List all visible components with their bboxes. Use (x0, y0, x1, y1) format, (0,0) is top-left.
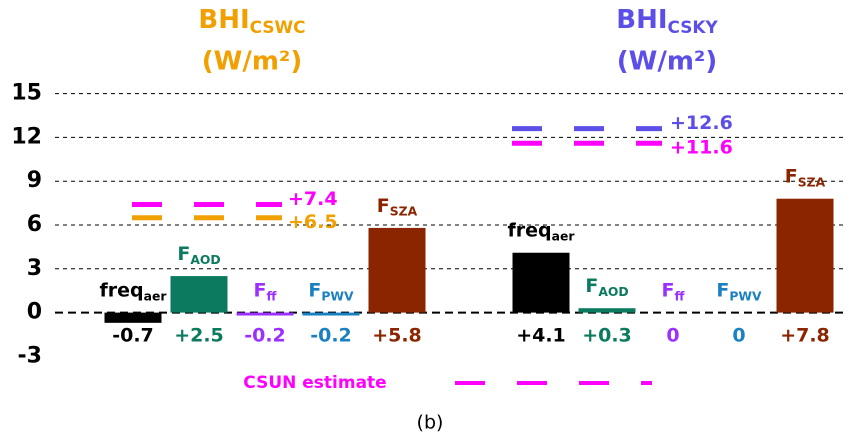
y-tick-label: 15 (11, 81, 42, 106)
category-label: FAOD (177, 243, 220, 267)
category-label-sub: AOD (598, 284, 628, 298)
bar (578, 308, 636, 313)
category-label-sub: aer (144, 289, 168, 303)
y-tick-label: 0 (27, 300, 42, 325)
category-label-main: F (716, 279, 729, 301)
y-tick-label: 9 (27, 168, 42, 193)
panel-title-sub: CSWC (250, 17, 306, 37)
value-label: -0.2 (244, 325, 286, 347)
category-label-main: freq (100, 279, 144, 301)
bar (776, 198, 834, 313)
category-label: FSZA (785, 165, 826, 189)
category-label-main: F (177, 243, 190, 265)
category-label-main: F (308, 279, 321, 301)
category-label: freqaer (508, 219, 576, 243)
category-label-sub: ff (674, 289, 685, 303)
reference-label: +12.6 (670, 112, 733, 134)
bar (104, 312, 162, 323)
y-tick-label: 3 (27, 256, 42, 281)
bar (512, 252, 570, 313)
annotation: CSUN estimate (243, 373, 386, 393)
panel-title-sub: CSKY (668, 17, 719, 37)
category-label: FAOD (585, 275, 628, 299)
bar (236, 312, 294, 316)
panel-title-main: BHI (198, 5, 249, 35)
category-label-sub: AOD (190, 252, 220, 266)
reference-label: +7.4 (288, 188, 338, 210)
panel-title: BHICSWC (198, 5, 305, 37)
y-tick-label: -3 (18, 343, 42, 368)
value-label: +4.1 (516, 325, 566, 347)
category-label-main: F (377, 194, 390, 216)
category-label-sub: SZA (798, 175, 826, 189)
reference-label: +6.5 (288, 211, 338, 233)
panel-title: BHICSKY (616, 5, 718, 37)
y-tick-label: 6 (27, 212, 42, 237)
category-label: freqaer (100, 279, 168, 303)
value-label: 0 (732, 325, 745, 347)
y-tick-label: 12 (11, 124, 42, 149)
category-label-main: F (254, 279, 267, 301)
panel-unit: (W/m²) (617, 47, 717, 77)
panel-title-main: BHI (616, 5, 667, 35)
category-label-main: F (785, 165, 798, 187)
category-label: FSZA (377, 194, 418, 218)
caption: (b) (417, 412, 444, 434)
value-label: +7.8 (780, 325, 830, 347)
reference-label: +11.6 (670, 137, 733, 159)
panel-unit: (W/m²) (202, 47, 302, 77)
category-label: Fff (662, 279, 686, 303)
value-label: +0.3 (582, 325, 632, 347)
category-label-sub: SZA (390, 204, 418, 218)
category-label-sub: aer (552, 229, 576, 243)
category-label-main: F (662, 279, 675, 301)
value-label: +2.5 (174, 325, 224, 347)
category-label: FPWV (308, 279, 354, 303)
bar (170, 276, 228, 313)
value-label: -0.7 (112, 325, 154, 347)
bar (302, 312, 360, 316)
category-label-sub: PWV (321, 289, 354, 303)
category-label-main: F (585, 275, 598, 297)
category-label: FPWV (716, 279, 762, 303)
category-label-sub: PWV (729, 289, 762, 303)
category-label-main: freq (508, 219, 552, 241)
value-label: -0.2 (310, 325, 352, 347)
bar (368, 227, 426, 313)
category-label-sub: ff (266, 289, 277, 303)
value-label: 0 (666, 325, 679, 347)
category-label: Fff (254, 279, 278, 303)
value-label: +5.8 (372, 325, 422, 347)
